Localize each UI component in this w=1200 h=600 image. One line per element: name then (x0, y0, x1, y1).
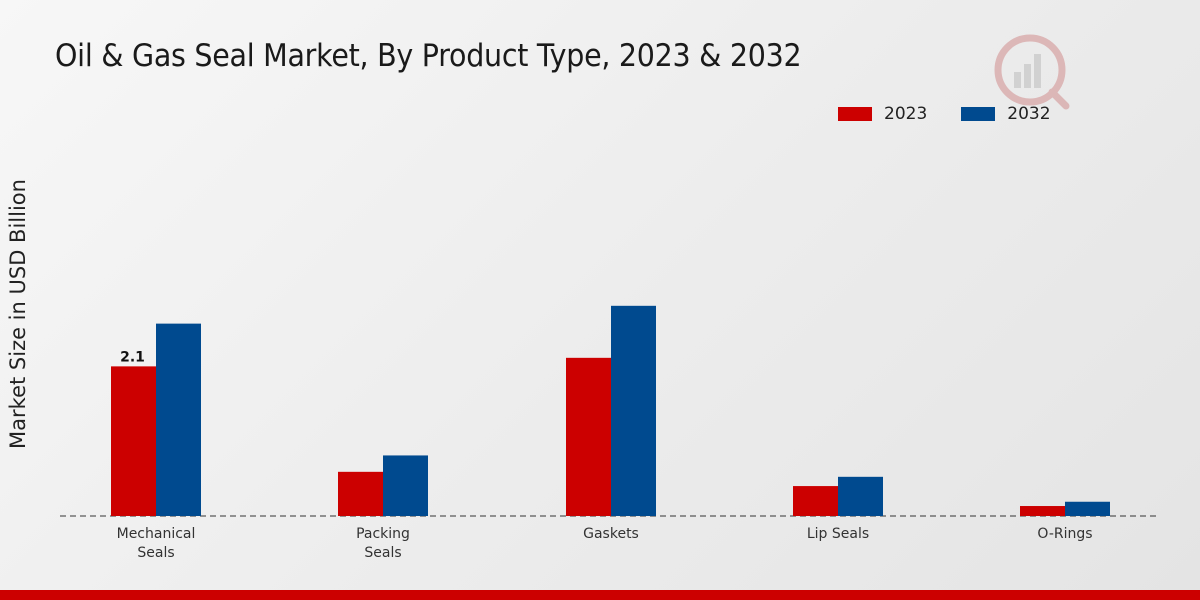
bar-2023-packing-seals (338, 471, 383, 516)
x-tick-label: Packing Seals (356, 526, 410, 561)
bar-2023-gaskets (566, 357, 611, 516)
bar-2032-packing-seals (383, 455, 428, 516)
x-tick-label: Mechanical Seals (117, 526, 196, 561)
footer-accent-bar (0, 590, 1200, 600)
legend-item-2032: 2032 (961, 104, 1051, 124)
legend-swatch-2023 (838, 107, 872, 121)
bar-2032-lip-seals (838, 476, 883, 516)
x-tick-label: Lip Seals (807, 526, 869, 542)
data-label: 2.1 (120, 349, 145, 365)
bar-2023-mechanical-seals (111, 366, 156, 516)
chart-title: Oil & Gas Seal Market, By Product Type, … (55, 38, 802, 74)
bar-2032-mechanical-seals (156, 323, 201, 516)
x-tick-label: O-Rings (1037, 526, 1092, 542)
legend-label-2023: 2023 (884, 104, 928, 124)
bar-2023-o-rings (1020, 506, 1065, 516)
legend-item-2023: 2023 (838, 104, 927, 124)
x-tick-label: Gaskets (583, 526, 639, 542)
bar-2032-o-rings (1065, 501, 1110, 516)
bar-2023-lip-seals (793, 486, 838, 516)
legend-label-2032: 2032 (1007, 104, 1051, 124)
bar-2032-gaskets (611, 305, 656, 516)
watermark-logo-icon (992, 30, 1072, 110)
legend-swatch-2032 (961, 107, 996, 121)
chart-legend: 2023 2032 (838, 104, 1085, 124)
